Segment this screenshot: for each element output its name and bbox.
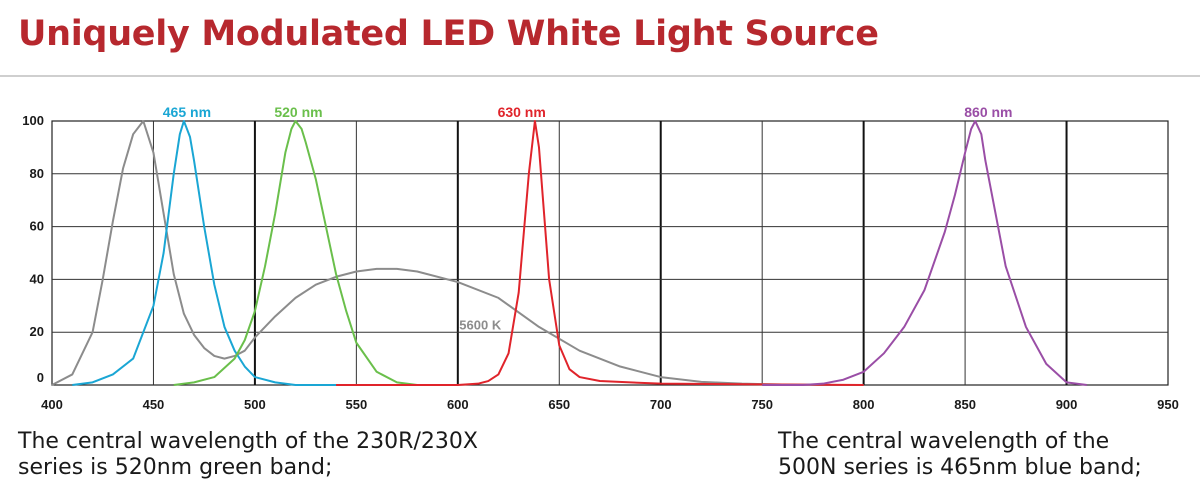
x-tick-label: 850 xyxy=(954,397,976,412)
series-label: 630 nm xyxy=(498,104,546,120)
x-tick-label: 950 xyxy=(1157,397,1179,412)
caption-left-line-2: series is 520nm green band; xyxy=(18,455,333,480)
x-tick-label: 550 xyxy=(346,397,368,412)
series-label: 5600 K xyxy=(459,318,502,333)
y-tick-label: 40 xyxy=(30,271,44,286)
x-tick-label: 600 xyxy=(447,397,469,412)
y-tick-label: 60 xyxy=(30,219,44,234)
series-line xyxy=(336,120,864,386)
x-tick-label: 450 xyxy=(143,397,165,412)
x-tick-label: 500 xyxy=(244,397,266,412)
y-tick-label: 100 xyxy=(22,113,44,128)
x-tick-label: 650 xyxy=(548,397,570,412)
x-tick-label: 900 xyxy=(1056,397,1078,412)
x-tick-label: 400 xyxy=(41,397,63,412)
series-line xyxy=(72,120,357,386)
caption-left-line-1: The central wavelength of the 230R/230X xyxy=(18,429,478,454)
caption-right: The central wavelength of the 500N serie… xyxy=(778,429,1142,481)
series-line xyxy=(173,120,458,386)
y-tick-label: 20 xyxy=(30,324,44,339)
plot-frame xyxy=(51,120,1169,386)
title-divider xyxy=(0,75,1200,77)
caption-right-line-1: The central wavelength of the xyxy=(778,429,1110,454)
x-tick-label: 700 xyxy=(650,397,672,412)
caption-left: The central wavelength of the 230R/230X … xyxy=(18,429,478,481)
caption-right-line-2: 500N series is 465nm blue band; xyxy=(778,455,1142,480)
series-label: 860 nm xyxy=(964,104,1012,120)
y-tick-label: 0 xyxy=(37,370,44,385)
series-label: 465 nm xyxy=(163,104,211,120)
series-line xyxy=(762,120,1087,386)
x-tick-label: 800 xyxy=(853,397,875,412)
page-title: Uniquely Modulated LED White Light Sourc… xyxy=(18,14,879,54)
series-label: 520 nm xyxy=(274,104,322,120)
series-line xyxy=(51,120,864,386)
x-tick-label: 750 xyxy=(751,397,773,412)
y-tick-label: 80 xyxy=(30,166,44,181)
